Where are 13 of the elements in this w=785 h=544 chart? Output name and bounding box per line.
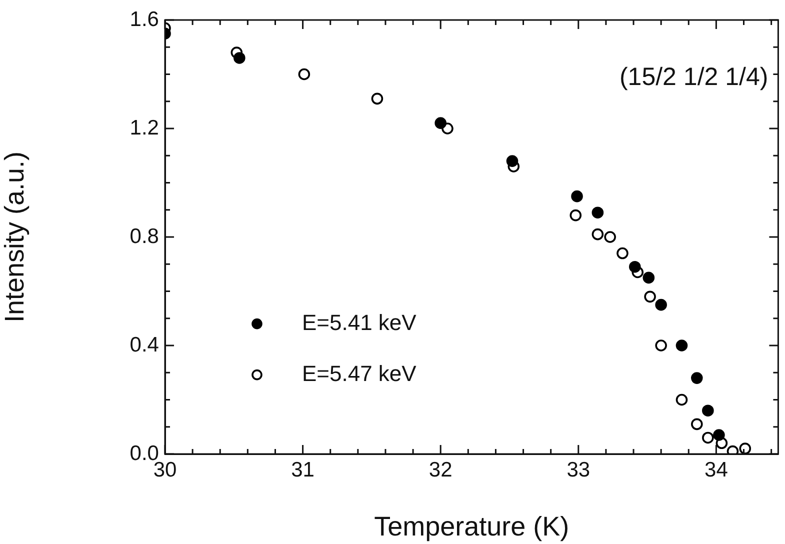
x-tick-label: 32 — [428, 458, 452, 482]
x-axis-title: Temperature (K) — [374, 511, 570, 542]
legend-label: E=5.47 keV — [302, 360, 417, 386]
x-tick-label: 34 — [704, 458, 728, 482]
y-axis-title: Intensity (a.u.) — [0, 151, 30, 323]
legend-label: E=5.41 keV — [302, 310, 417, 335]
y-tick-label: 1.6 — [130, 8, 159, 31]
x-tick-label: 33 — [566, 458, 590, 482]
y-tick-label: 0.8 — [130, 224, 159, 248]
y-tick-label: 0.4 — [130, 333, 160, 356]
annotation: (15/2 1/2 1/4) — [619, 62, 768, 91]
y-tick-label: 1.2 — [130, 116, 159, 140]
x-tick-label: 31 — [291, 458, 314, 482]
